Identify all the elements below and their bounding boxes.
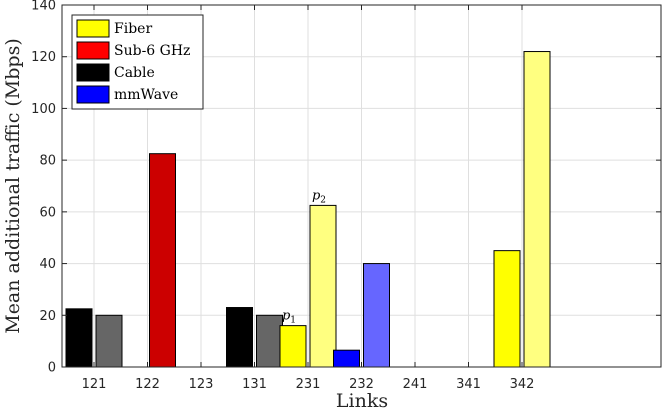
- bar-122: [149, 153, 176, 368]
- bar-231: [309, 204, 337, 368]
- annotation-subscript: 1: [290, 316, 296, 326]
- y-tick-label: 60: [39, 205, 56, 220]
- axes: 0 20 40 60 80 100 120 140 121 122 123 131 231 232 241 3…: [31, 0, 662, 392]
- x-tick-label: 232: [349, 377, 374, 392]
- y-tick-label: 40: [39, 257, 56, 272]
- legend-label: Fiber: [114, 21, 152, 37]
- legend-swatch: [76, 19, 110, 38]
- legend-swatch: [76, 63, 110, 82]
- bar-232: [363, 263, 390, 368]
- plot-frame: [61, 4, 662, 368]
- bar-342: [493, 250, 521, 368]
- x-tick-label: 342: [510, 377, 535, 392]
- legend-label: Cable: [114, 65, 155, 81]
- x-axis-title: Links: [336, 390, 388, 412]
- x-tick-label: 121: [82, 377, 107, 392]
- y-tick-label: 20: [39, 309, 56, 324]
- y-tick-label: 140: [31, 0, 56, 14]
- legend: Fiber Sub-6 GHz Cable mmWave: [71, 14, 204, 110]
- x-tick-label: 123: [189, 377, 214, 392]
- bar-342: [523, 51, 551, 368]
- x-tick-label: 122: [135, 377, 160, 392]
- x-tick-label: 341: [456, 377, 481, 392]
- bar-121: [95, 314, 123, 368]
- y-tick-label: 80: [39, 154, 56, 169]
- bar-232: [333, 349, 360, 368]
- bar-131: [226, 307, 253, 368]
- bar-121: [65, 308, 93, 368]
- bar-131: [256, 314, 283, 368]
- y-axis-title: Mean additional traffic (Mbps): [2, 38, 24, 334]
- legend-swatch: [76, 85, 110, 104]
- x-tick-label: 231: [296, 377, 321, 392]
- y-tick-label: 100: [31, 102, 56, 117]
- x-tick-label: 131: [242, 377, 267, 392]
- legend-label: mmWave: [114, 87, 178, 103]
- legend-swatch: [76, 41, 110, 60]
- legend-label: Sub-6 GHz: [114, 43, 190, 59]
- annotation-subscript: 2: [320, 195, 326, 205]
- bars: [65, 51, 551, 368]
- x-tick-label: 241: [403, 377, 428, 392]
- bar-231: [279, 325, 307, 368]
- y-tick-label: 0: [48, 361, 56, 376]
- y-tick-label: 120: [31, 50, 56, 65]
